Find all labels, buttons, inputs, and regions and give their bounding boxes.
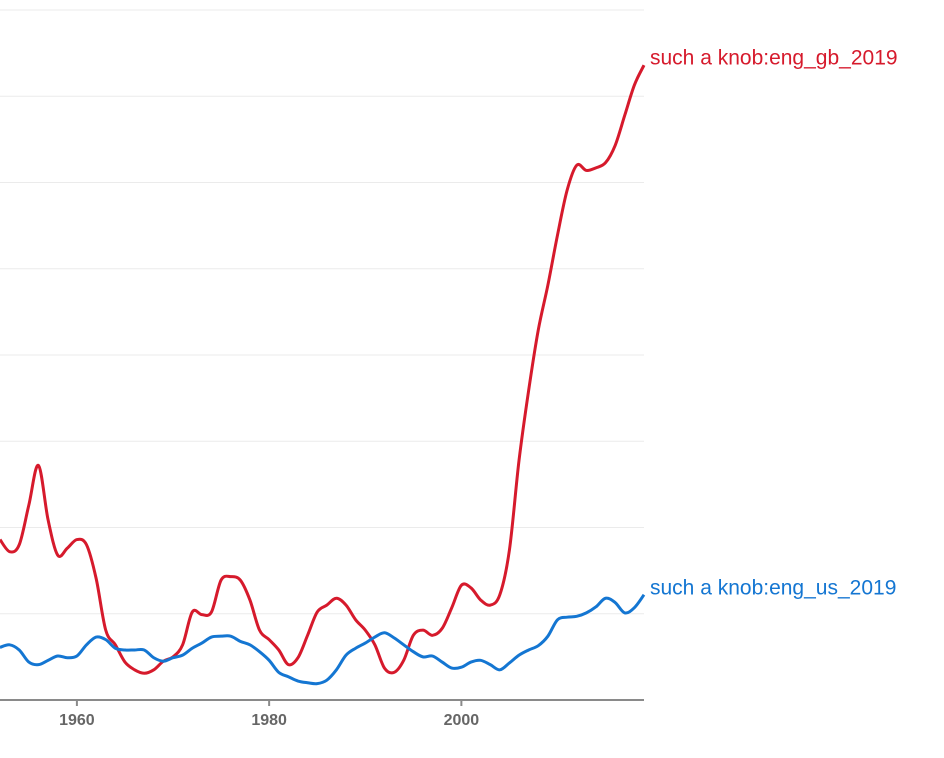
x-tick-label: 1960 (59, 712, 95, 729)
series-label: such a knob:eng_us_2019 (650, 576, 896, 599)
x-tick-label: 1980 (251, 712, 287, 729)
series-label: such a knob:eng_gb_2019 (650, 47, 898, 70)
line-series (0, 593, 646, 686)
x-tick-label: 2000 (444, 712, 480, 729)
line-series (0, 64, 646, 675)
